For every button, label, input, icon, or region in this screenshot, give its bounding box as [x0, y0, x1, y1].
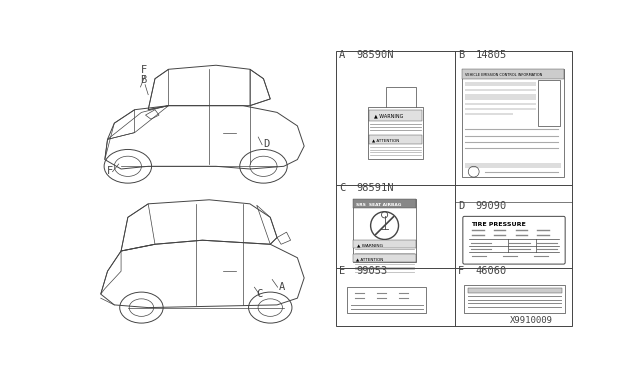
Text: A: A — [279, 282, 285, 292]
Bar — [353, 199, 417, 262]
Text: F: F — [140, 65, 147, 75]
Text: D: D — [458, 201, 465, 211]
Bar — [465, 94, 536, 100]
Text: 98590N: 98590N — [356, 51, 394, 61]
Bar — [538, 80, 560, 126]
Text: C: C — [339, 183, 345, 193]
Text: X9910009: X9910009 — [510, 316, 553, 326]
Text: ▲ WARNING: ▲ WARNING — [358, 243, 383, 247]
Bar — [353, 199, 417, 208]
Bar — [386, 87, 415, 109]
Text: F: F — [458, 266, 465, 276]
Bar — [467, 288, 562, 294]
Text: SRS  SEAT AIRBAG: SRS SEAT AIRBAG — [356, 203, 401, 206]
Bar — [353, 254, 417, 262]
Text: F: F — [107, 166, 113, 176]
Bar — [462, 69, 564, 78]
Bar — [369, 135, 422, 144]
Bar — [348, 287, 426, 313]
Bar — [465, 108, 536, 110]
Text: E: E — [339, 266, 345, 276]
Text: VEHICLE EMISSION CONTROL INFORMATION: VEHICLE EMISSION CONTROL INFORMATION — [465, 73, 543, 77]
FancyBboxPatch shape — [463, 217, 565, 264]
Bar — [353, 240, 417, 248]
Text: B: B — [140, 75, 147, 85]
Text: ▲ WARNING: ▲ WARNING — [374, 113, 403, 118]
Bar — [369, 110, 422, 121]
Bar — [462, 69, 564, 177]
Bar — [465, 103, 536, 106]
Text: TIRE PRESSURE: TIRE PRESSURE — [470, 222, 525, 227]
Text: ▲ ATTENTION: ▲ ATTENTION — [356, 257, 383, 261]
Text: A: A — [339, 51, 345, 61]
Text: C: C — [257, 289, 263, 299]
Text: 14805: 14805 — [476, 51, 506, 61]
Text: ▲ ATTENTION: ▲ ATTENTION — [372, 139, 399, 142]
Bar — [367, 107, 423, 159]
Text: 98591N: 98591N — [356, 183, 394, 193]
Bar — [465, 89, 536, 91]
Text: 99090: 99090 — [476, 201, 506, 211]
Bar — [465, 82, 536, 86]
Bar — [465, 113, 513, 115]
Bar — [465, 163, 561, 168]
Bar — [465, 285, 565, 312]
Text: D: D — [264, 139, 270, 149]
Text: 99053: 99053 — [356, 266, 387, 276]
Bar — [336, 51, 572, 326]
Text: 46060: 46060 — [476, 266, 506, 276]
Text: B: B — [458, 51, 465, 61]
